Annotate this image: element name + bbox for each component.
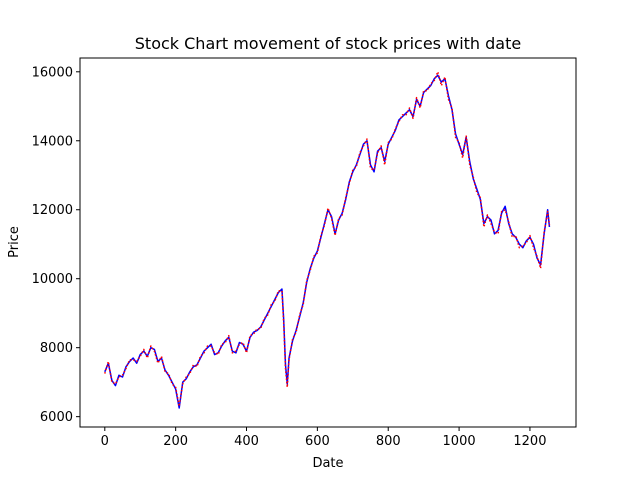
chart-title: Stock Chart movement of stock prices wit…: [135, 34, 521, 53]
x-tick-label: 1000: [443, 434, 476, 449]
y-tick-label: 8000: [40, 341, 73, 356]
y-tick-label: 6000: [40, 410, 73, 425]
y-tick-label: 14000: [32, 134, 73, 149]
x-tick-label: 200: [163, 434, 188, 449]
series-line-2: [104, 71, 551, 408]
plot-frame: [79, 57, 577, 428]
x-tick-label: 0: [101, 434, 109, 449]
y-axis: 6000 8000 10000 12000 14000 16000: [32, 65, 80, 425]
series-layer: [104, 71, 551, 409]
x-tick-label: 600: [305, 434, 330, 449]
x-axis: 0 200 400 600 800 1000 1200: [101, 427, 546, 449]
plot-area: [80, 58, 576, 427]
y-axis-label: Price: [7, 226, 22, 258]
x-tick-label: 1200: [513, 434, 546, 449]
y-tick-label: 12000: [32, 203, 73, 218]
y-tick-label: 16000: [32, 65, 73, 80]
x-tick-label: 400: [234, 434, 259, 449]
x-tick-label: 800: [376, 434, 401, 449]
x-axis-label: Date: [312, 456, 343, 471]
y-tick-label: 10000: [32, 272, 73, 287]
